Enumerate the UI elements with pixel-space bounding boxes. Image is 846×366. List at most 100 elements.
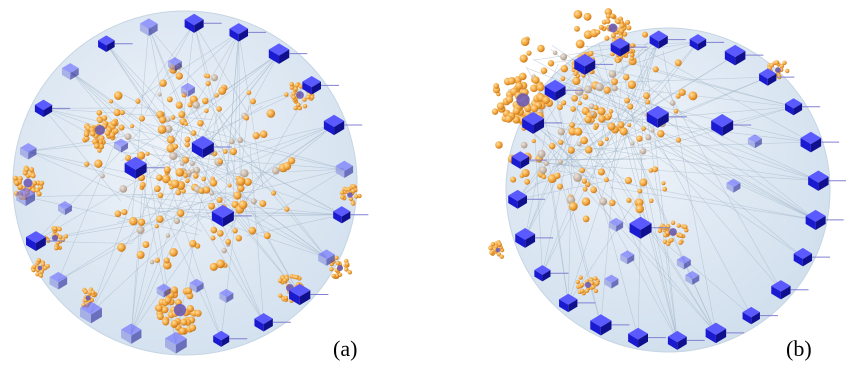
sphere-icon (209, 262, 218, 271)
sphere-icon (574, 87, 584, 96)
sphere-icon (624, 176, 633, 185)
sphere-icon (250, 198, 257, 205)
cube-icon (333, 206, 369, 224)
sphere-icon (248, 226, 257, 235)
sphere-icon (192, 173, 199, 179)
sphere-icon (165, 233, 171, 238)
cube-icon (211, 204, 252, 227)
sphere-icon (175, 189, 182, 196)
sphere-icon (163, 166, 171, 174)
sphere-icon (611, 85, 618, 92)
sphere-icon (157, 192, 164, 199)
sphere-icon (137, 218, 146, 226)
sphere-icon (108, 99, 114, 104)
sphere-icon (149, 259, 155, 265)
sphere-icon (604, 8, 613, 16)
sphere-icon (617, 121, 625, 129)
sphere-icon (608, 70, 617, 78)
cube-icon (590, 314, 630, 336)
sphere-icon (189, 161, 195, 166)
cube-icon (793, 247, 831, 267)
sphere-cluster-icon (575, 275, 600, 296)
cube-icon (156, 283, 171, 298)
cube-icon (620, 250, 635, 265)
sphere-icon (576, 141, 582, 147)
sphere-icon (603, 86, 611, 94)
sphere-cluster-icon (488, 240, 505, 259)
sphere-icon (170, 115, 176, 120)
sphere-icon (583, 12, 592, 21)
sphere-icon (648, 198, 654, 204)
panel-label-a: (a) (333, 336, 358, 361)
sphere-icon (210, 235, 216, 241)
sphere-icon (159, 79, 167, 87)
cube-icon (534, 265, 569, 282)
sphere-icon (641, 126, 646, 131)
cube-icon (628, 327, 667, 348)
sphere-icon (154, 257, 160, 263)
sphere-icon (205, 80, 211, 87)
sphere-icon (573, 127, 583, 136)
sphere-icon (153, 185, 161, 193)
cube-icon (229, 23, 267, 42)
sphere-icon (243, 114, 250, 121)
sphere-icon (539, 166, 547, 175)
cube-icon (511, 151, 548, 169)
sphere-icon (175, 168, 185, 177)
cube-icon (191, 136, 232, 159)
sphere-icon (652, 166, 659, 173)
sphere-icon (221, 247, 227, 254)
sphere-icon (193, 166, 201, 174)
sphere-icon (560, 76, 566, 82)
sphere-icon (572, 76, 581, 86)
cube-icon (34, 99, 71, 118)
sphere-icon (588, 103, 595, 110)
sphere-icon (558, 139, 564, 145)
sphere-icon (235, 234, 242, 242)
sphere-icon (119, 185, 128, 193)
sphere-icon (259, 130, 268, 139)
sphere-icon (531, 138, 536, 144)
sphere-icon (557, 128, 565, 136)
cube-icon (98, 35, 133, 53)
cube-icon (629, 216, 670, 239)
sphere-icon (240, 169, 249, 178)
sphere-icon (675, 93, 681, 99)
edge-layer (25, 23, 345, 343)
sphere-icon (636, 135, 643, 142)
cube-icon (61, 63, 79, 80)
sphere-icon (652, 66, 659, 73)
cube-icon (805, 209, 844, 230)
sphere-icon (154, 224, 159, 229)
sphere-icon (136, 226, 145, 235)
cube-icon (113, 138, 128, 153)
sphere-icon (156, 215, 164, 223)
sphere-icon (246, 90, 252, 96)
cube-icon (289, 283, 329, 306)
cube-icon (26, 231, 64, 251)
cube-icon (711, 114, 752, 137)
sphere-icon (170, 179, 180, 189)
sphere-icon (201, 176, 207, 182)
sphere-icon (238, 200, 248, 210)
sphere-icon (173, 217, 181, 225)
sphere-icon (581, 197, 591, 206)
sphere-icon (569, 121, 575, 128)
cube-icon (16, 187, 36, 207)
sphere-icon (519, 54, 528, 63)
sphere-icon (540, 67, 548, 74)
sphere-icon (619, 127, 628, 136)
sphere-icon (567, 146, 575, 154)
sphere-icon (272, 166, 280, 175)
network-diagram-a (12, 10, 369, 356)
sphere-icon (119, 109, 125, 116)
sphere-icon (557, 159, 563, 165)
sphere-icon (597, 107, 606, 116)
cube-icon (705, 322, 745, 344)
sphere-icon (547, 60, 555, 67)
panel-a: (a) (12, 10, 369, 361)
sphere-icon (637, 188, 643, 194)
sphere-icon (216, 197, 223, 204)
sphere-icon (113, 91, 123, 100)
sphere-icon (560, 100, 567, 106)
